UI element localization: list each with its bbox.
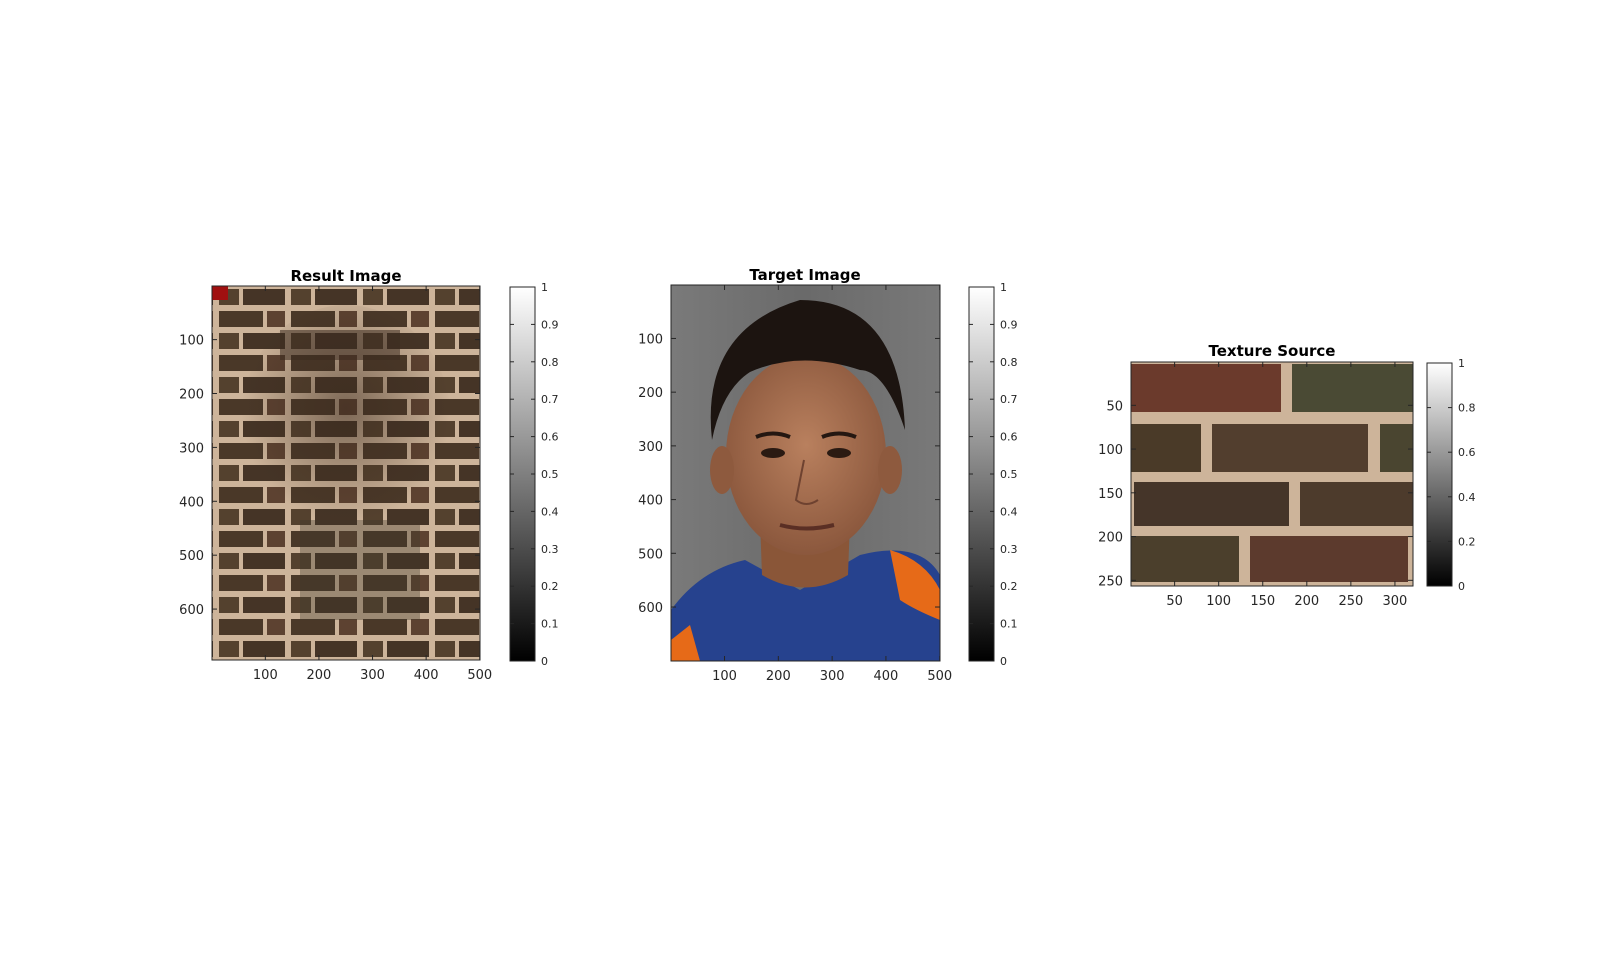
subplot-result-image: Result Image 100 200 300 400 500 100 200 300 400…: [179, 267, 492, 683]
y-tick-label: 200: [179, 388, 204, 403]
colorbar-tick-label: 1: [1000, 281, 1007, 294]
y-tick-label: 200: [638, 386, 663, 401]
y-tick-label: 50: [1106, 399, 1123, 414]
colorbar-tick-label: 0.5: [541, 468, 559, 481]
axis-ticks: 100 200 300 400 500 100 200 300 400 500 600: [179, 286, 492, 683]
x-tick-label: 200: [766, 669, 791, 684]
colorbar-tick-label: 1: [541, 281, 548, 294]
colorbar-tick-label: 0.8: [541, 356, 559, 369]
target-image-pixels: [671, 285, 940, 661]
colorbar-result: 0 0.1 0.2 0.3 0.4 0.5 0.6 0.7 0.8 0.9 1: [509, 281, 559, 668]
colorbar-tick-label: 0.4: [1458, 491, 1476, 504]
y-tick-label: 250: [1098, 574, 1123, 589]
axis-ticks: 50 100 150 200 250 300 50 100 150 200 250: [1098, 362, 1413, 609]
colorbar-tick-label: 0.1: [541, 618, 559, 631]
x-tick-label: 400: [414, 668, 439, 683]
y-tick-label: 600: [179, 603, 204, 618]
subplot-target-image: Target Image 100 200 300 400 500 100 200: [638, 266, 952, 684]
colorbar-tick-label: 0.3: [541, 543, 559, 556]
colorbar-tick-label: 0.4: [1000, 505, 1018, 518]
colorbar-tick-label: 0.2: [541, 580, 559, 593]
x-tick-label: 150: [1250, 594, 1275, 609]
y-tick-label: 400: [638, 494, 663, 509]
x-tick-label: 100: [712, 669, 737, 684]
colorbar-tick-label: 0.7: [541, 393, 559, 406]
axes-box: [1130, 361, 1414, 587]
colorbar-tick-label: 0: [541, 655, 548, 668]
colorbar-tick-label: 0.6: [541, 431, 559, 444]
y-tick-label: 600: [638, 601, 663, 616]
colorbar-tick-label: 0.2: [1000, 580, 1018, 593]
x-tick-label: 400: [874, 669, 899, 684]
colorbar-ticks: 0 0.1 0.2 0.3 0.4 0.5 0.6 0.7 0.8 0.9 1: [969, 281, 1018, 668]
colorbar-tick-label: 0.8: [1000, 356, 1018, 369]
y-tick-label: 100: [638, 332, 663, 347]
colorbar-tick-label: 0.2: [1458, 535, 1476, 548]
subplot-title: Result Image: [290, 267, 401, 285]
x-tick-label: 300: [820, 669, 845, 684]
colorbar-tick-label: 0: [1000, 655, 1007, 668]
x-tick-label: 50: [1166, 594, 1183, 609]
face: [726, 355, 886, 555]
colorbar-tick-label: 0.9: [541, 318, 559, 331]
colorbar-tick-label: 0.1: [1000, 618, 1018, 631]
colorbar-ticks: 0 0.2 0.4 0.6 0.8 1: [1427, 357, 1476, 593]
x-tick-label: 500: [467, 668, 492, 683]
x-tick-label: 100: [1206, 594, 1231, 609]
colorbar-gradient: [968, 286, 995, 662]
y-tick-label: 300: [638, 440, 663, 455]
y-tick-label: 150: [1098, 487, 1123, 502]
axes-box: [211, 285, 481, 661]
colorbar-tick-label: 0: [1458, 580, 1465, 593]
colorbar-tick-label: 0.5: [1000, 468, 1018, 481]
colorbar-tick-label: 0.6: [1000, 431, 1018, 444]
x-tick-label: 300: [360, 668, 385, 683]
colorbar-tick-label: 0.8: [1458, 402, 1476, 415]
axes-box: [670, 284, 941, 662]
colorbar-tick-label: 0.6: [1458, 446, 1476, 459]
colorbar-tick-label: 0.9: [1000, 318, 1018, 331]
colorbar-target: 0 0.1 0.2 0.3 0.4 0.5 0.6 0.7 0.8 0.9 1: [968, 281, 1018, 668]
colorbar-ticks: 0 0.1 0.2 0.3 0.4 0.5 0.6 0.7 0.8 0.9 1: [510, 281, 559, 668]
x-tick-label: 200: [307, 668, 332, 683]
result-image-pixels: [212, 286, 480, 660]
y-tick-label: 100: [1098, 443, 1123, 458]
y-tick-label: 300: [179, 441, 204, 456]
y-tick-label: 400: [179, 495, 204, 510]
subplot-title: Texture Source: [1209, 342, 1336, 360]
y-tick-label: 100: [179, 334, 204, 349]
subplot-title: Target Image: [749, 266, 860, 284]
texture-image-pixels: [1131, 362, 1413, 586]
axis-ticks: 100 200 300 400 500 100 200 300 400 500 600: [638, 285, 952, 684]
x-tick-label: 100: [253, 668, 278, 683]
colorbar-tick-label: 0.7: [1000, 393, 1018, 406]
x-tick-label: 500: [927, 669, 952, 684]
x-tick-label: 250: [1338, 594, 1363, 609]
colorbar-texture: 0 0.2 0.4 0.6 0.8 1: [1426, 357, 1476, 593]
x-tick-label: 200: [1294, 594, 1319, 609]
x-tick-label: 300: [1383, 594, 1408, 609]
colorbar-gradient: [1426, 362, 1453, 587]
y-tick-label: 200: [1098, 531, 1123, 546]
colorbar-tick-label: 1: [1458, 357, 1465, 370]
subplot-texture-source: Texture Source 50 100 150 200 250 300 50 100 150…: [1098, 342, 1414, 609]
y-tick-label: 500: [638, 547, 663, 562]
y-tick-label: 500: [179, 549, 204, 564]
colorbar-tick-label: 0.3: [1000, 543, 1018, 556]
colorbar-tick-label: 0.4: [541, 505, 559, 518]
